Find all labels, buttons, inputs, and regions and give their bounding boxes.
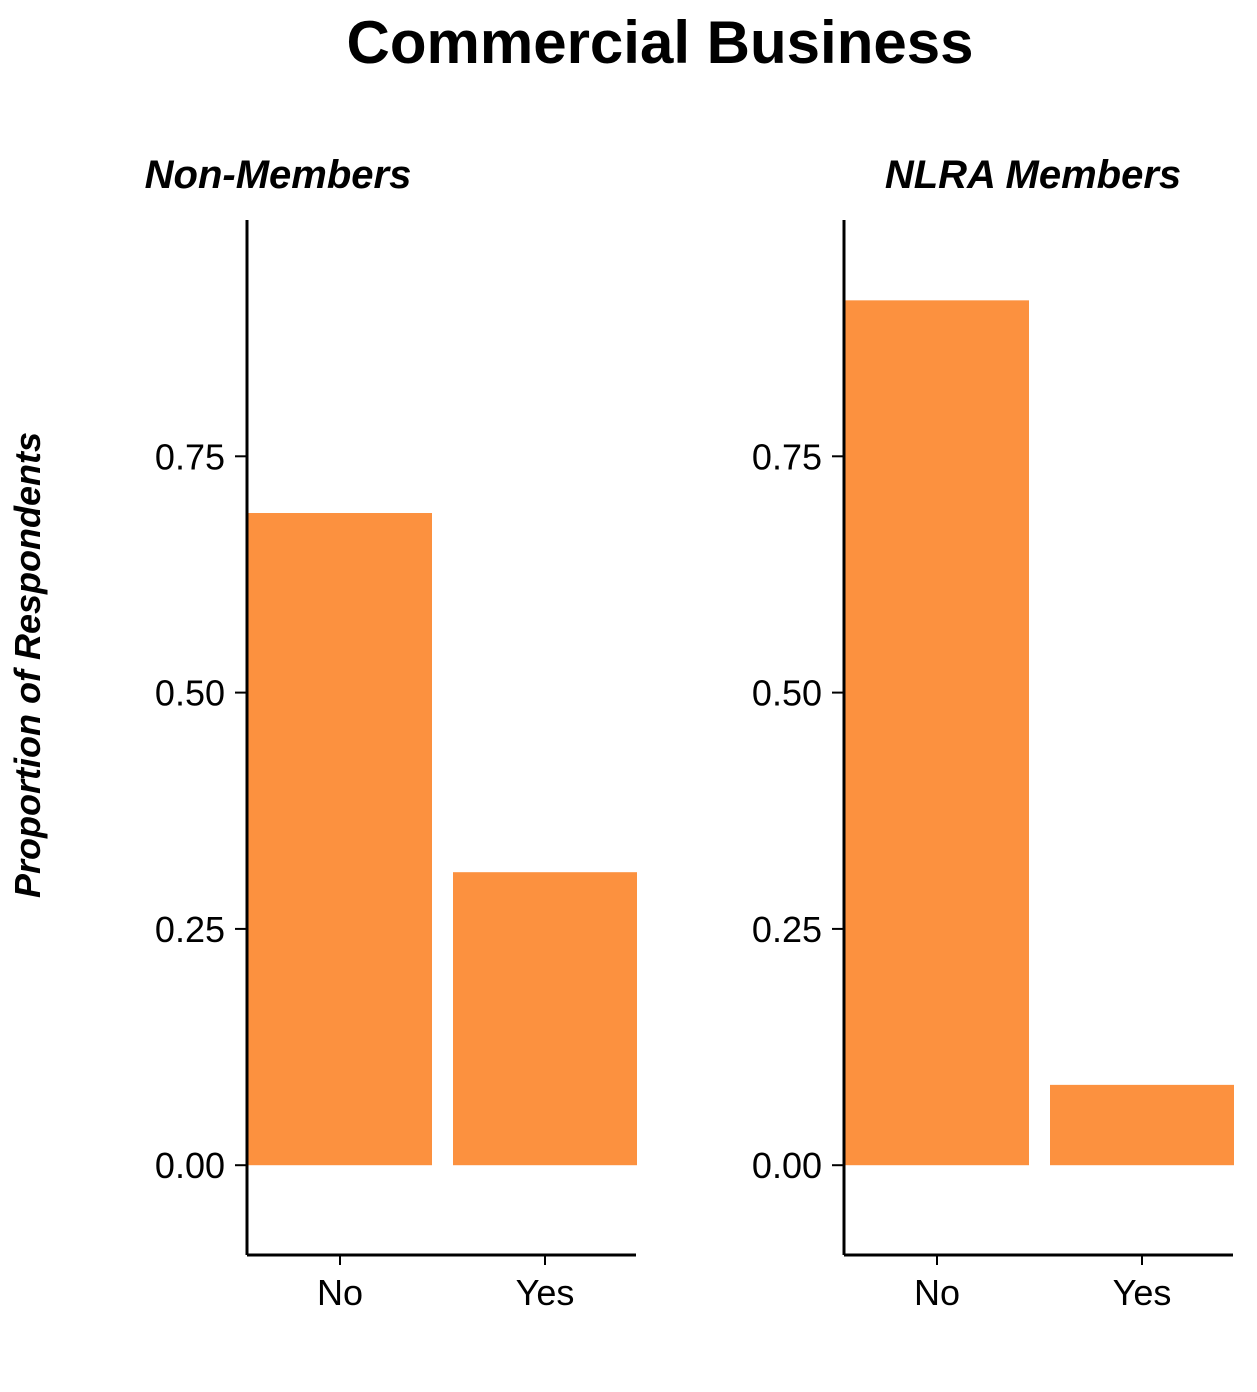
bar-no [248,513,432,1166]
y-tick-label: 0.25 [752,909,822,950]
x-tick-label: Yes [1113,1272,1172,1313]
y-tick-label: 0.25 [155,909,225,950]
panel-title: Non-Members [145,153,412,197]
x-tick-label: No [914,1272,960,1313]
panel-1: Non-Members No Yes 0.00 0.25 0.50 0.75 [145,153,637,1313]
y-tick-label: 0.75 [752,436,822,477]
x-tick-label: Yes [516,1272,575,1313]
bar-no [845,300,1029,1166]
y-tick-label: 0.50 [752,673,822,714]
y-tick-label: 0.75 [155,436,225,477]
bar-yes [453,872,637,1166]
y-tick-label: 0.50 [155,673,225,714]
bar-yes [1050,1084,1234,1166]
panel-2: NLRA Members No Yes 0.00 0.25 0.50 0.75 [752,153,1234,1313]
y-axis-label: Proportion of Respondents [7,432,48,898]
x-tick-label: No [317,1272,363,1313]
panel-title: NLRA Members [885,153,1181,197]
chart-title: Commercial Business [347,9,974,76]
y-tick-label: 0.00 [752,1145,822,1186]
y-tick-label: 0.00 [155,1145,225,1186]
